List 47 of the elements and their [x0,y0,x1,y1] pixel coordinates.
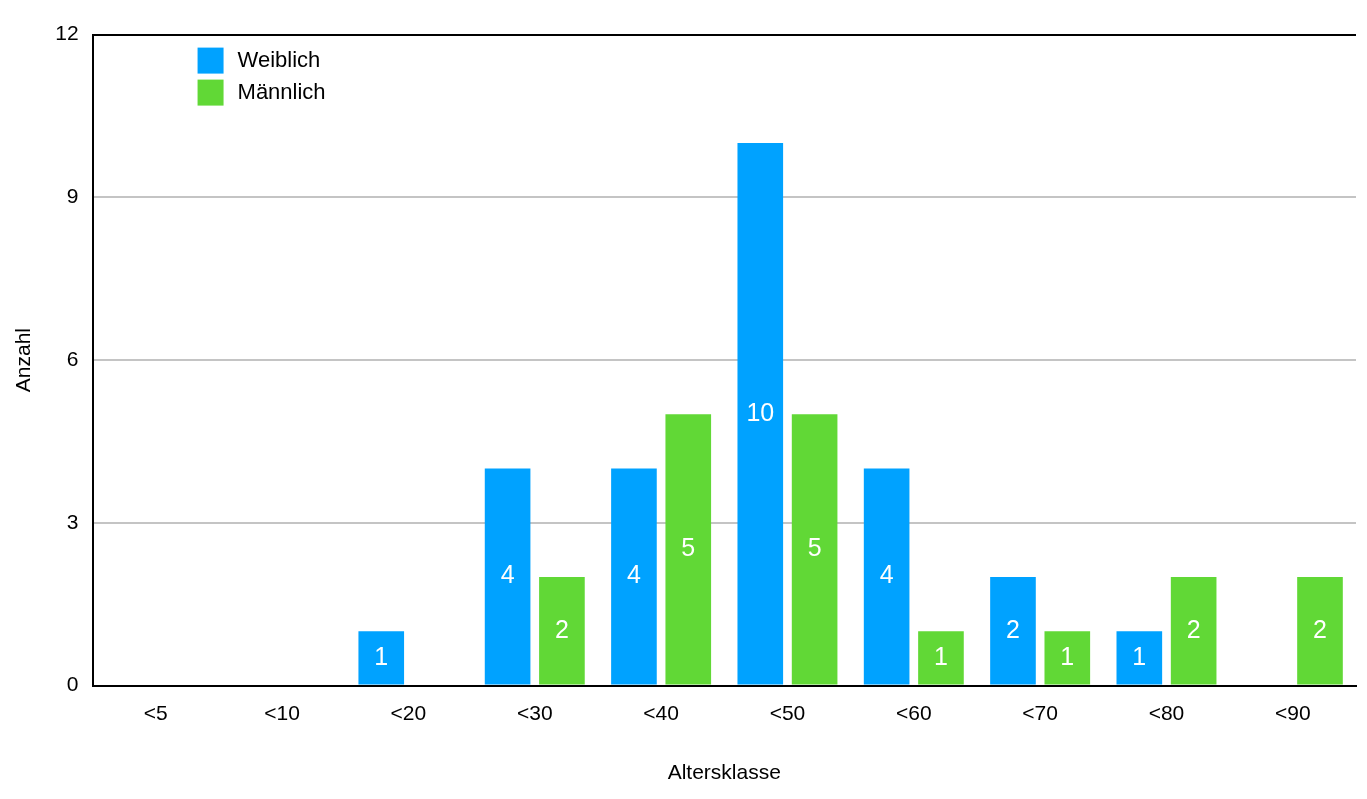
x-tick-label: <20 [390,701,427,724]
bar [484,468,531,685]
data-label: 4 [500,560,515,589]
x-tick-label: <50 [769,701,806,724]
data-label: 2 [1006,614,1020,643]
x-tick-label: <40 [643,701,679,724]
data-label: 5 [807,533,822,562]
x-tick-label: <5 [143,701,168,724]
bar [539,577,585,685]
bar [665,414,712,685]
data-label: 1 [934,641,948,670]
bar [737,143,784,685]
bar [918,631,964,685]
y-tick-label: 0 [66,672,79,696]
x-tick-label: <10 [264,701,300,724]
data-label: 4 [879,560,894,589]
bar [990,577,1036,685]
y-tick-label: 6 [66,346,79,370]
data-label: 1 [1060,641,1075,670]
x-tick-label: <80 [1148,701,1185,724]
bar [1170,577,1217,685]
data-label: 2 [1313,614,1327,643]
y-tick-label: 3 [66,509,79,533]
x-tick-label: <60 [895,701,932,724]
data-label: 2 [1186,614,1201,643]
data-label: 4 [626,560,641,589]
legend-label: Weiblich [237,46,321,72]
x-tick-label: <30 [516,701,553,724]
y-tick-label: 12 [55,21,79,45]
data-label: 1 [1132,641,1147,670]
bar [1297,577,1343,685]
bar [1044,631,1091,685]
x-tick-label: <90 [1275,701,1311,724]
bar [863,468,910,685]
data-label: 2 [554,614,569,643]
bar [1116,631,1163,685]
y-tick-label: 9 [66,184,79,208]
x-tick-label: <70 [1022,701,1058,724]
data-label: 10 [746,397,775,426]
bar [791,414,838,685]
bar [611,468,657,685]
y-axis-title: Anzahl [11,327,35,393]
data-label: 5 [681,533,696,562]
data-label: 1 [374,641,389,670]
legend-label: Männlich [237,78,326,104]
x-axis-title: Altersklasse [667,760,781,784]
bar [358,631,405,685]
